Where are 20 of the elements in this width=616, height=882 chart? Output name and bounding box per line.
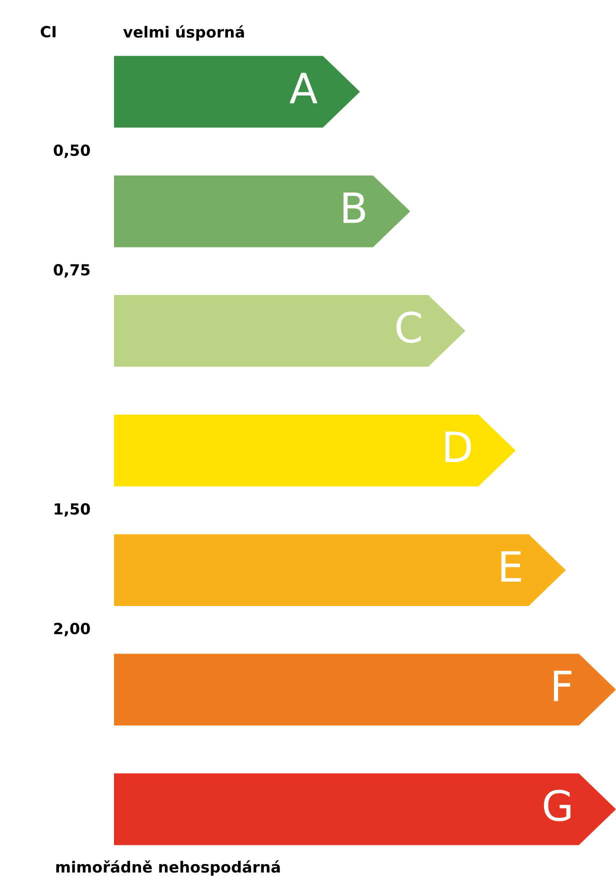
y-tick-label: B	[344, 192, 366, 223]
y-tick-label: E	[501, 551, 521, 582]
y-tick-label: F	[554, 670, 572, 702]
y-tick-label: G	[544, 790, 570, 822]
annotation: velmi úsporná	[123, 25, 244, 41]
y-tick-label: D	[445, 432, 471, 462]
text: 2,00	[54, 622, 90, 636]
annotation: mimořádně nehospodárná	[56, 860, 280, 876]
bar	[114, 295, 466, 367]
bar	[114, 175, 410, 248]
text: 1,50	[54, 503, 90, 517]
y-tick-label: A	[290, 72, 318, 104]
bar	[114, 773, 616, 846]
bar	[114, 654, 616, 726]
y-axis-title: CI	[40, 26, 56, 38]
text: 0,50	[54, 144, 90, 158]
y-tick-label: C	[396, 312, 421, 344]
bar	[114, 534, 566, 606]
text: 0,75	[54, 264, 90, 278]
bar	[114, 414, 516, 486]
